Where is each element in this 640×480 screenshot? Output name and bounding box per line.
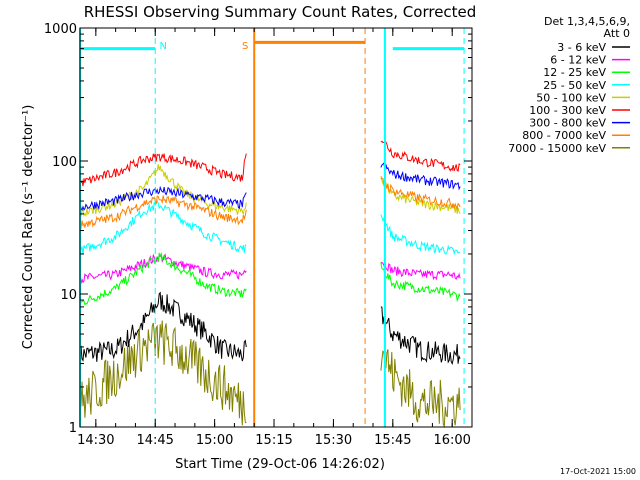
x-tick-label: 14:30 [77,433,114,448]
legend-header-0: Det 1,3,4,5,6,9, [544,15,630,28]
series-line-2-0 [79,251,247,306]
x-tick-label: 16:00 [433,433,470,448]
y-tick-label: 1 [69,421,77,436]
legend-label-7: 800 - 7000 keV [522,129,606,142]
legend-label-3: 25 - 50 keV [543,79,606,92]
series-line-5-0 [80,153,247,187]
y-tick-label: 1000 [44,22,77,37]
series-line-5-1 [380,140,461,172]
series-layer [79,140,461,429]
series-2 [79,251,461,306]
series-line-4-0 [79,164,247,218]
series-8 [79,320,461,429]
x-tick-label: 15:00 [196,433,233,448]
series-1 [79,252,461,284]
series-line-0-1 [380,306,461,366]
series-line-1-0 [79,252,247,284]
series-line-6-0 [79,185,247,211]
series-line-0-0 [79,291,247,366]
series-line-3-1 [380,214,461,256]
series-0 [79,291,461,366]
series-line-8-0 [79,320,247,426]
series-6 [79,162,461,211]
x-tick-label: 15:15 [255,433,292,448]
annotation-night: N [159,41,166,52]
series-line-1-1 [380,261,461,281]
x-tick-label: 15:45 [374,433,411,448]
chart-title: RHESSI Observing Summary Count Rates, Co… [84,3,477,21]
y-tick-label: 100 [52,155,77,170]
timestamp-label: 17-Oct-2021 15:00 [560,467,636,476]
y-axis-label: Corrected Count Rate (s⁻¹ detector⁻¹) [21,105,36,350]
series-line-3-0 [79,200,247,256]
series-7 [79,176,461,230]
legend-label-6: 300 - 800 keV [529,117,606,130]
series-line-7-0 [79,195,247,230]
series-line-6-1 [380,162,461,191]
series-5 [80,140,461,187]
legend-label-5: 100 - 300 keV [529,104,606,117]
y-tick-label: 10 [60,288,77,303]
axis-layer: 14:30 14:45 15:00 15:15 15:30 15:45 16:00 1 10 10… [44,22,473,448]
series-3 [79,200,461,256]
series-line-7-1 [380,176,461,210]
legend-header-1: Att 0 [604,27,630,40]
annotation-saa: S [242,41,248,52]
x-tick-label: 14:45 [136,433,173,448]
series-line-2-1 [380,262,461,303]
x-tick-label: 15:30 [315,433,352,448]
legend-label-0: 3 - 6 keV [557,41,606,54]
legend-label-8: 7000 - 15000 keV [508,142,606,155]
series-line-8-1 [380,349,461,429]
plot-frame [79,27,473,428]
legend-label-4: 50 - 100 keV [536,91,606,104]
x-axis-label: Start Time (29-Oct-06 14:26:02) [175,457,385,472]
legend-label-2: 12 - 25 keV [543,66,606,79]
legend-label-1: 6 - 12 keV [550,54,606,67]
